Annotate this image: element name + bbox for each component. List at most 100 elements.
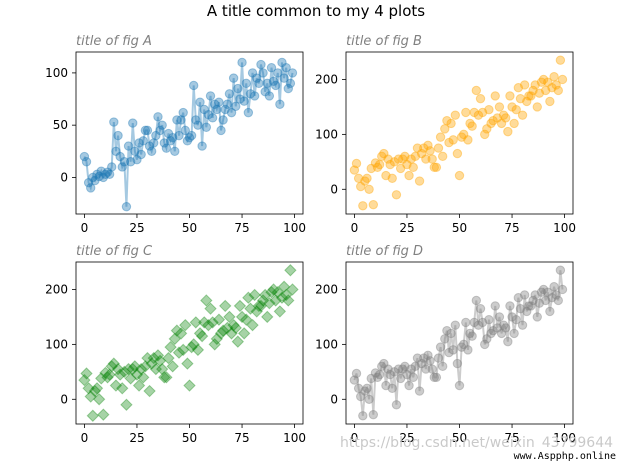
- data-point: [120, 398, 133, 411]
- data-point: [237, 57, 247, 68]
- data-point: [551, 80, 561, 90]
- data-point: [475, 93, 486, 104]
- data-point: [557, 284, 568, 295]
- data-point: [503, 126, 513, 137]
- data-point: [442, 115, 452, 126]
- x-tick-label: 100: [283, 221, 306, 235]
- data-point: [383, 364, 393, 374]
- data-point: [433, 353, 444, 363]
- data-point: [379, 148, 389, 159]
- data-point: [115, 151, 125, 162]
- data-point: [275, 99, 285, 109]
- data-point: [254, 299, 268, 313]
- data-point: [412, 353, 423, 363]
- data-point: [86, 409, 100, 422]
- y-tick-label: 50: [53, 118, 68, 132]
- x-tick-label: 75: [504, 431, 519, 445]
- data-point: [446, 328, 456, 339]
- data-point: [366, 373, 376, 384]
- data-point: [387, 173, 397, 184]
- data-point: [463, 345, 473, 355]
- y-tick-label: 200: [315, 282, 338, 296]
- data-point: [368, 409, 379, 420]
- subplot-b-data: [349, 55, 568, 211]
- data-point: [121, 201, 132, 212]
- data-point: [393, 364, 404, 374]
- data-point: [515, 303, 526, 314]
- data-point: [151, 130, 161, 141]
- data-point: [513, 292, 524, 303]
- data-point: [174, 130, 184, 141]
- data-point: [398, 154, 408, 164]
- data-point: [225, 327, 238, 340]
- data-point: [349, 375, 360, 385]
- data-point: [204, 302, 217, 315]
- x-tick-label: 0: [81, 431, 89, 445]
- x-tick-label: 0: [81, 221, 89, 235]
- data-point: [408, 372, 418, 383]
- data-point: [212, 313, 226, 326]
- data-point: [285, 78, 296, 89]
- data-point: [287, 68, 298, 78]
- data-point: [227, 318, 240, 332]
- data-point: [267, 283, 280, 296]
- data-point: [167, 133, 178, 143]
- data-point: [144, 141, 155, 151]
- data-point: [247, 68, 258, 78]
- data-point: [421, 154, 431, 164]
- data-point: [97, 408, 110, 421]
- y-tick-label: 200: [45, 282, 68, 296]
- data-point: [269, 294, 282, 307]
- data-point: [151, 349, 165, 362]
- data-point: [410, 151, 421, 162]
- data-point: [222, 99, 233, 109]
- data-point: [161, 143, 172, 153]
- data-point: [360, 386, 370, 396]
- data-point: [254, 78, 264, 89]
- data-point: [195, 329, 209, 343]
- data-point: [92, 393, 106, 406]
- subplot-b-title: title of fig B: [346, 34, 422, 49]
- data-point: [231, 335, 245, 348]
- data-point: [477, 317, 488, 328]
- data-point: [488, 325, 498, 336]
- x-tick-label: 100: [553, 431, 576, 445]
- data-point: [147, 351, 160, 365]
- data-point: [94, 171, 104, 182]
- data-point: [214, 327, 228, 340]
- data-point: [543, 77, 553, 87]
- data-point: [425, 146, 435, 156]
- data-point: [165, 136, 176, 146]
- data-point: [80, 367, 93, 380]
- data-point: [540, 295, 551, 306]
- data-point: [99, 366, 112, 380]
- data-point: [262, 78, 272, 89]
- data-point: [226, 107, 237, 118]
- data-point: [492, 323, 503, 333]
- data-point: [229, 321, 242, 335]
- data-point: [164, 340, 177, 354]
- data-point: [160, 371, 173, 384]
- data-point: [172, 346, 186, 359]
- data-point: [78, 373, 91, 387]
- data-point: [349, 165, 360, 175]
- site-label: www.Aspphp.online: [514, 451, 616, 462]
- data-point: [440, 124, 450, 134]
- data-point: [111, 146, 121, 156]
- data-point: [404, 380, 414, 391]
- data-point: [475, 303, 486, 314]
- data-point: [153, 354, 167, 368]
- data-point: [273, 68, 283, 78]
- data-point: [395, 373, 406, 384]
- data-point: [117, 162, 127, 172]
- x-tick-label: 50: [182, 221, 197, 235]
- data-point: [545, 306, 555, 317]
- data-point: [128, 118, 138, 128]
- data-point: [547, 292, 557, 303]
- data-point: [193, 120, 203, 130]
- data-point: [245, 89, 256, 99]
- data-point: [366, 163, 376, 174]
- data-point: [364, 394, 374, 404]
- data-point: [440, 334, 450, 344]
